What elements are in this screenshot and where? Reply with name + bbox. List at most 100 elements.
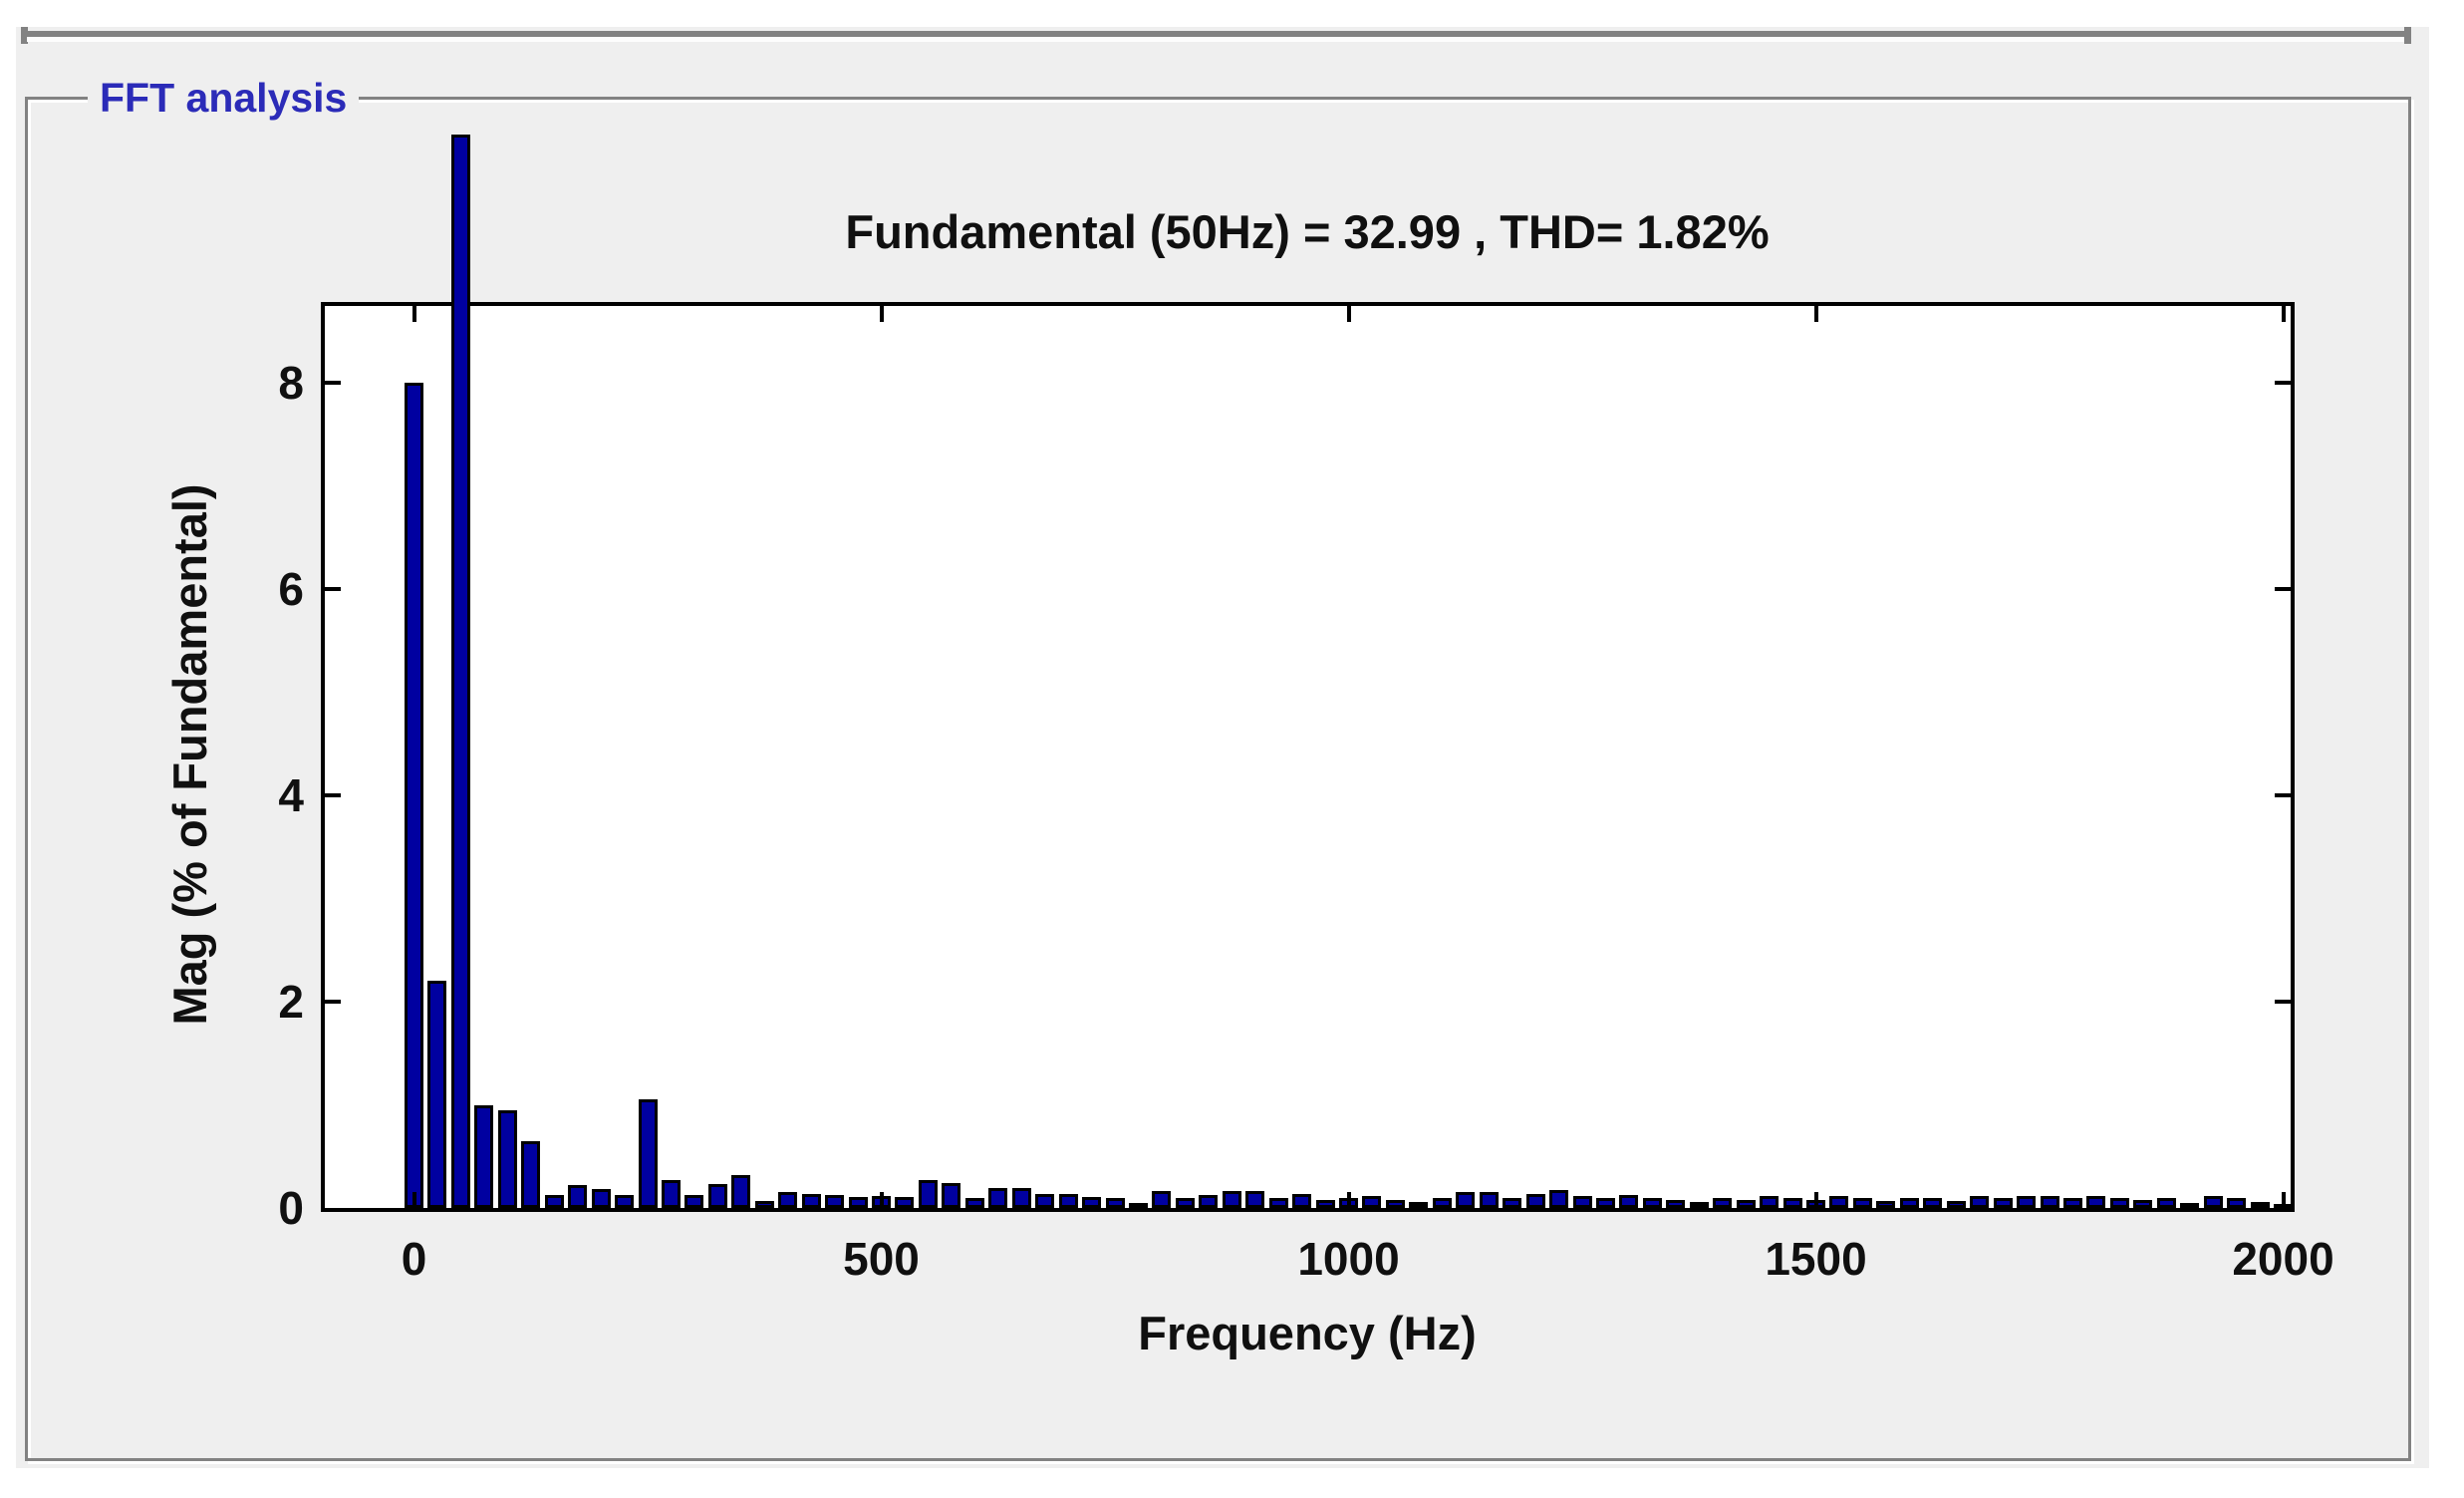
fft-bar: [1315, 1199, 1335, 1208]
fft-bar: [544, 1194, 564, 1208]
fft-bar: [1572, 1195, 1592, 1208]
fft-bar: [1222, 1191, 1241, 1208]
y-axis-label: Mag (% of Fundamental): [163, 483, 216, 1026]
upper-panel-corner-right: [2404, 27, 2411, 44]
fft-bar: [801, 1193, 821, 1208]
fft-bar: [2227, 1197, 2247, 1208]
y-tick-label: 6: [278, 563, 304, 615]
fft-bar: [1362, 1195, 1382, 1208]
fft-bar: [1970, 1195, 1990, 1208]
fft-bar: [2062, 1197, 2082, 1208]
fft-bar: [2086, 1195, 2106, 1208]
axis-tick: [2275, 793, 2291, 797]
fft-bar: [1642, 1197, 1662, 1208]
fft-bar: [964, 1197, 984, 1208]
upper-panel-bottom-highlight: [27, 37, 2411, 42]
fft-bar: [2017, 1195, 2037, 1208]
fft-bar: [2133, 1199, 2153, 1208]
fft-bar: [848, 1196, 868, 1208]
fft-bar: [1199, 1194, 1219, 1208]
fft-bar: [1993, 1197, 2013, 1208]
axis-tick: [879, 306, 884, 322]
fft-bar: [1713, 1197, 1733, 1208]
fft-bar: [1666, 1199, 1686, 1208]
fft-bar: [2040, 1195, 2059, 1208]
fft-bar: [591, 1189, 611, 1208]
fft-bar: [450, 135, 470, 1208]
fft-bar: [1829, 1195, 1849, 1208]
fft-bar: [918, 1180, 938, 1208]
axis-tick: [2281, 1192, 2286, 1208]
fft-bar: [427, 981, 447, 1208]
fft-bar: [1619, 1194, 1639, 1208]
fft-bar: [1268, 1197, 1288, 1208]
fft-bar: [1852, 1197, 1872, 1208]
fft-bar: [1456, 1192, 1476, 1208]
upper-panel-bottom-border: [27, 31, 2411, 37]
axis-tick: [325, 381, 341, 385]
fft-bar: [1525, 1193, 1545, 1208]
fft-bar: [1409, 1201, 1429, 1208]
fft-bar: [2156, 1197, 2176, 1208]
axis-tick: [325, 587, 341, 591]
axis-tick: [1346, 1192, 1351, 1208]
x-tick-label: 0: [401, 1233, 427, 1285]
fft-bar: [895, 1196, 915, 1208]
axis-tick: [411, 306, 416, 322]
fft-bar: [1292, 1193, 1312, 1208]
fft-bar: [1058, 1193, 1078, 1208]
fft-bar: [2203, 1195, 2223, 1208]
fft-bar: [1432, 1197, 1452, 1208]
axis-tick: [2275, 1000, 2291, 1004]
fft-bar: [707, 1184, 727, 1208]
fft-bar: [1105, 1197, 1125, 1208]
fft-bar: [1689, 1201, 1709, 1208]
fft-bar: [568, 1185, 588, 1208]
fft-bar: [1549, 1190, 1569, 1208]
y-tick-label: 0: [278, 1182, 304, 1234]
fft-bar: [1876, 1200, 1896, 1208]
fft-bar: [2109, 1197, 2129, 1208]
axis-tick: [2281, 306, 2286, 322]
fft-bar: [2250, 1201, 2270, 1208]
fft-bar: [1152, 1191, 1172, 1208]
fft-bar: [731, 1174, 751, 1208]
axis-tick: [325, 1000, 341, 1004]
fft-bar: [497, 1109, 517, 1208]
fft-bar: [1760, 1195, 1780, 1208]
upper-panel-corner-left: [21, 27, 28, 44]
fft-bar: [661, 1180, 681, 1208]
fft-bar: [942, 1183, 961, 1208]
fft-bar: [1923, 1197, 1943, 1208]
fft-bar: [1782, 1197, 1802, 1208]
fft-bar: [1385, 1199, 1405, 1208]
axis-tick: [2275, 587, 2291, 591]
axis-tick: [1346, 306, 1351, 322]
fft-bar: [1035, 1193, 1055, 1208]
x-tick-label: 500: [843, 1233, 920, 1285]
x-tick-label: 2000: [2232, 1233, 2334, 1285]
axis-tick: [325, 793, 341, 797]
y-tick-label: 4: [278, 769, 304, 821]
x-tick-label: 1500: [1765, 1233, 1867, 1285]
fft-bar: [754, 1200, 774, 1208]
fft-bar: [1011, 1188, 1031, 1208]
fft-bar: [521, 1140, 541, 1208]
fft-bar: [1479, 1192, 1499, 1208]
fft-bar: [1736, 1199, 1756, 1208]
fft-bar: [825, 1194, 845, 1208]
fft-analysis-groupbox: [25, 97, 2411, 1461]
axis-tick: [2275, 381, 2291, 385]
groupbox-title: FFT analysis: [88, 68, 360, 128]
fft-bar: [474, 1104, 494, 1208]
x-axis-label: Frequency (Hz): [1138, 1307, 1477, 1359]
fft-bar: [1503, 1197, 1522, 1208]
fft-bar: [615, 1194, 635, 1208]
fft-bar: [638, 1099, 658, 1208]
fft-bar: [1946, 1200, 1966, 1208]
x-tick-label: 1000: [1297, 1233, 1400, 1285]
axis-tick: [1813, 1192, 1818, 1208]
fft-bar: [1899, 1197, 1919, 1208]
fft-bar: [1245, 1191, 1265, 1208]
